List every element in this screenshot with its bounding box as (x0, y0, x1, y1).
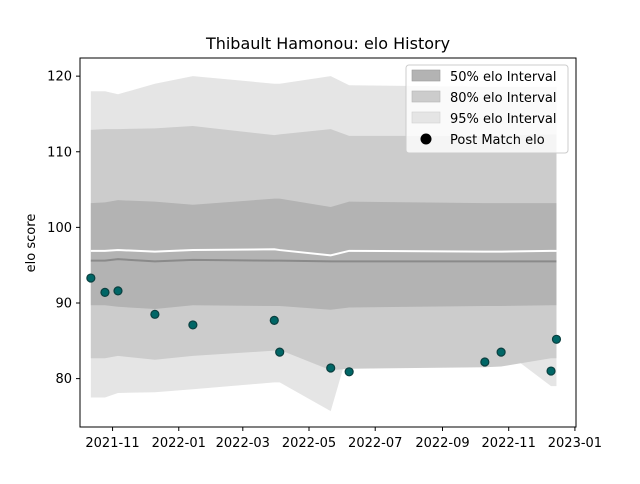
post-match-point (551, 334, 562, 344)
legend-label-point: Post Match elo (450, 133, 545, 148)
y-tick-label: 100 (47, 221, 72, 236)
x-tick-label: 2022-11 (482, 436, 536, 451)
post-match-points (86, 273, 562, 377)
x-tick-label: 2022-09 (415, 436, 469, 451)
legend: 50% elo Interval 80% elo Interval 95% el… (405, 64, 569, 154)
y-tick-label: 110 (47, 145, 72, 160)
post-match-point (344, 367, 354, 377)
post-match-point (275, 347, 285, 357)
post-match-point (269, 315, 279, 325)
post-match-point (100, 287, 110, 298)
legend-swatch-80 (411, 90, 441, 103)
center-lines (90, 248, 557, 263)
x-tick-label: 2022-01 (152, 436, 206, 451)
x-tick-label: 2022-07 (348, 436, 402, 451)
x-tick-label: 2022-05 (282, 436, 336, 451)
y-tick-label: 80 (55, 372, 72, 387)
post-match-point (546, 366, 556, 376)
legend-label-80: 80% elo Interval (450, 91, 557, 106)
legend-swatch-50 (411, 69, 441, 82)
post-match-point (480, 357, 490, 367)
median-line (90, 248, 557, 257)
post-match-point (496, 347, 506, 357)
post-match-point (188, 320, 198, 330)
y-axis-label: elo score (24, 214, 39, 273)
legend-box (405, 64, 569, 154)
post-match-point (150, 309, 160, 319)
x-tick-label: 2022-03 (216, 436, 270, 451)
y-axis-ticks: 80 90 100 110 120 (47, 70, 80, 387)
post-match-point (113, 286, 123, 296)
legend-swatch-95 (411, 111, 441, 124)
legend-marker-point (420, 133, 432, 145)
x-tick-label: 2021-11 (85, 436, 139, 451)
legend-label-50: 50% elo Interval (450, 70, 557, 85)
post-match-point (326, 363, 336, 373)
post-match-point (86, 273, 96, 283)
chart-title: Thibault Hamonou: elo History (205, 34, 450, 53)
mean-line (90, 258, 557, 263)
x-axis-ticks: 2021-11 2022-01 2022-03 2022-05 2022-07 2022-… (85, 427, 602, 451)
y-tick-label: 120 (47, 70, 72, 85)
legend-label-95: 95% elo Interval (450, 112, 557, 127)
x-tick-label: 2023-01 (548, 436, 602, 451)
y-tick-label: 90 (55, 296, 72, 311)
interval-bands (90, 76, 557, 412)
plot-frame (79, 57, 577, 428)
